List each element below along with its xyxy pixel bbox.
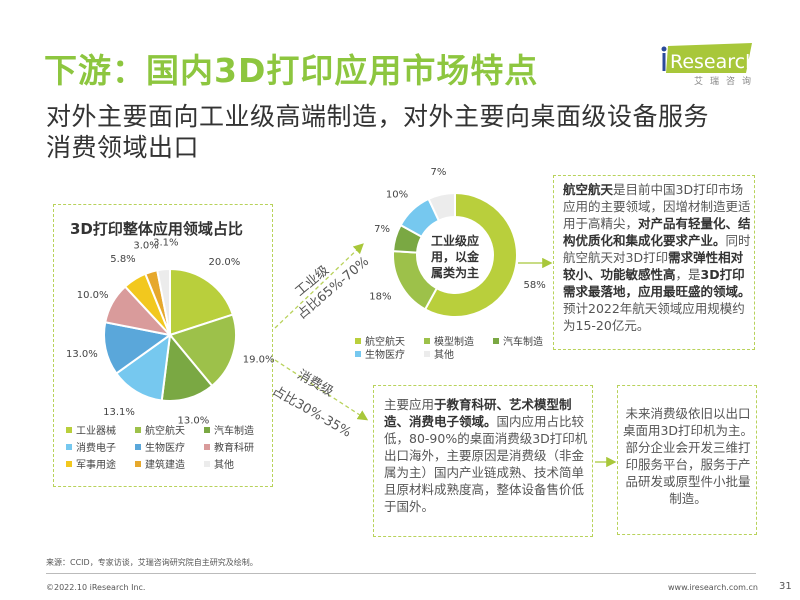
legend-swatch bbox=[135, 444, 141, 450]
legend-label: 教育科研 bbox=[214, 443, 254, 454]
legend-swatch bbox=[424, 351, 430, 357]
text-segment: 部分企业会开发三维打印服务平台，服务于产品研发或原型件小批量制造。 bbox=[625, 440, 751, 506]
legend-item: 工业器械 bbox=[66, 422, 116, 437]
slice-航空航天 bbox=[168, 313, 237, 388]
copyright: ©2022.10 iResearch Inc. bbox=[46, 583, 146, 592]
page-number: 31 bbox=[779, 581, 792, 592]
legend-item: 模型制造 bbox=[424, 333, 474, 348]
bold-text: 对产品有轻量化、结构优质化和集成化要求产业。 bbox=[563, 216, 751, 248]
text-segment: 同时航空航天对3D打印 bbox=[563, 233, 751, 265]
legend-swatch bbox=[493, 338, 499, 344]
legend-item: 汽车制造 bbox=[204, 422, 254, 437]
legend-item: 建筑建造 bbox=[135, 456, 185, 471]
slice-label: 18% bbox=[369, 292, 391, 303]
consumer-box bbox=[373, 385, 593, 537]
slice-其他 bbox=[427, 191, 456, 222]
slice-label: 20.0% bbox=[208, 257, 240, 268]
source-note: 来源：CCID，专家访谈，艾瑞咨询研究院自主研究及绘制。 bbox=[46, 558, 258, 567]
website-url: www.iresearch.com.cn bbox=[668, 583, 758, 592]
legend-item: 生物医疗 bbox=[355, 346, 405, 361]
legend-swatch bbox=[424, 338, 430, 344]
pie-chart-title: 3D打印整体应用领域占比 bbox=[70, 220, 243, 238]
legend-item: 其他 bbox=[424, 346, 454, 361]
text-segment: 主要应用 bbox=[384, 397, 435, 412]
bold-text: 于教育科研、艺术模型制造、消费电子领域。 bbox=[384, 397, 572, 429]
legend-item: 其他 bbox=[204, 456, 234, 471]
text-segment: ，是 bbox=[675, 267, 701, 282]
consumer-text: 主要应用于教育科研、艺术模型制造、消费电子领域。国内应用占比较低，80-90%的… bbox=[384, 396, 589, 515]
slice-label: 7% bbox=[430, 167, 446, 178]
text-segment: 未来消费级依旧以出口桌面用3D打印机为主。 bbox=[622, 406, 754, 438]
legend-label: 汽车制造 bbox=[214, 426, 254, 437]
legend-item: 航空航天 bbox=[355, 333, 405, 348]
text-segment: 国内应用占比较低，80-90%的桌面消费级3D打印机出口海外，主要原因是消费级（… bbox=[384, 414, 588, 514]
slice-label: 58% bbox=[523, 280, 545, 291]
donut-center-text: 属类为主 bbox=[431, 265, 479, 280]
slice-label: 10% bbox=[386, 190, 408, 201]
legend-swatch bbox=[66, 444, 72, 450]
aerospace-box bbox=[553, 175, 755, 350]
subtitle-line-2: 消费领域出口 bbox=[46, 133, 200, 162]
legend-label: 其他 bbox=[434, 350, 454, 361]
slice-label: 13.0% bbox=[66, 349, 98, 360]
slice-label: 13.0% bbox=[178, 416, 210, 427]
text-segment: 是目前中国3D打印市场应用的主要领域，因增材制造更适用于高精尖， bbox=[563, 182, 751, 231]
overall-pie-panel bbox=[53, 204, 273, 487]
slice-label: 19.0% bbox=[243, 354, 275, 365]
legend-label: 汽车制造 bbox=[503, 337, 543, 348]
iresearch-logo: Research bbox=[661, 43, 752, 73]
legend-item: 教育科研 bbox=[204, 439, 254, 454]
page-title: 下游：国内3D打印应用市场特点 bbox=[44, 51, 539, 90]
footer-divider bbox=[46, 573, 756, 574]
legend-item: 汽车制造 bbox=[493, 333, 543, 348]
legend-swatch bbox=[66, 427, 72, 433]
svg-text:Research: Research bbox=[670, 51, 752, 73]
future-text: 未来消费级依旧以出口桌面用3D打印机为主。 部分企业会开发三维打印服务平台，服务于… bbox=[622, 405, 754, 507]
legend-swatch bbox=[135, 461, 141, 467]
legend-item: 军事用途 bbox=[66, 456, 116, 471]
legend-item: 消费电子 bbox=[66, 439, 116, 454]
logo-subtitle: 艾瑞咨询 bbox=[694, 77, 759, 87]
legend-label: 军事用途 bbox=[76, 460, 116, 471]
bold-text: 3D打印需求最落地，应用最旺盛的领域。 bbox=[563, 267, 751, 299]
slice-其他 bbox=[156, 267, 171, 336]
legend-swatch bbox=[355, 351, 361, 357]
legend-label: 生物医疗 bbox=[365, 350, 405, 361]
slice-航空航天 bbox=[423, 191, 518, 318]
slice-label: 13.1% bbox=[103, 407, 135, 418]
legend-item: 航空航天 bbox=[135, 422, 185, 437]
legend-label: 生物医疗 bbox=[145, 443, 185, 454]
legend-swatch bbox=[204, 427, 210, 433]
legend-label: 消费电子 bbox=[76, 443, 116, 454]
legend-swatch bbox=[66, 461, 72, 467]
legend-swatch bbox=[204, 444, 210, 450]
legend-swatch bbox=[204, 461, 210, 467]
legend-label: 工业器械 bbox=[76, 426, 116, 437]
legend-label: 航空航天 bbox=[365, 337, 405, 348]
donut-center-text: 工业级应 bbox=[431, 233, 479, 248]
legend-item: 生物医疗 bbox=[135, 439, 185, 454]
slice-label: 7% bbox=[374, 224, 390, 235]
bold-text: 航空航天 bbox=[563, 182, 614, 197]
subtitle-line-1: 对外主要面向工业级高端制造，对外主要向桌面级设备服务 bbox=[46, 102, 710, 131]
slice-工业器械 bbox=[169, 267, 235, 337]
future-box bbox=[617, 385, 757, 535]
legend-label: 其他 bbox=[214, 460, 234, 471]
legend-swatch bbox=[355, 338, 361, 344]
legend-label: 航空航天 bbox=[145, 426, 185, 437]
bold-text: 需求弹性相对较小、功能敏感性高 bbox=[563, 250, 744, 282]
legend-label: 建筑建造 bbox=[145, 460, 185, 471]
slice-label: 10.0% bbox=[77, 290, 109, 301]
text-segment: 预计2022年航天领域应用规模约为15-20亿元。 bbox=[563, 301, 745, 333]
legend-swatch bbox=[135, 427, 141, 433]
industrial-arrow bbox=[274, 243, 364, 329]
slice-label: 3.1% bbox=[153, 237, 178, 248]
aerospace-text: 航空航天是目前中国3D打印市场应用的主要领域，因增材制造更适用于高精尖，对产品有… bbox=[563, 181, 751, 334]
legend-label: 模型制造 bbox=[434, 337, 474, 348]
slice-label: 3.0% bbox=[133, 240, 158, 251]
donut-center-text: 用，以金 bbox=[430, 249, 480, 264]
slice-消费电子 bbox=[114, 332, 172, 402]
slice-label: 5.8% bbox=[110, 254, 135, 265]
